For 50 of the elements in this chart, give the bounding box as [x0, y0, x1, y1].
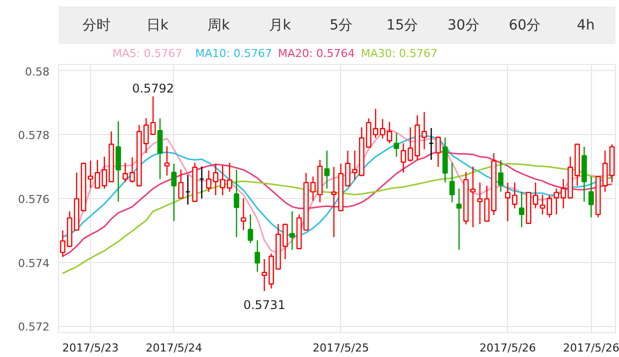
x-tick-label: 2017/5/26: [480, 342, 536, 354]
y-tick-label: 0.574: [18, 256, 50, 270]
x-tick-label: 2017/5/25: [312, 342, 370, 354]
text: 周k: [208, 18, 231, 34]
candlestick: [449, 162, 455, 203]
candlestick: [386, 121, 392, 144]
candlestick: [240, 198, 246, 231]
candlestick: [178, 168, 184, 199]
text: 4h: [576, 18, 595, 34]
candlestick: [470, 166, 476, 228]
candlestick: [164, 146, 170, 176]
text: MA5: 0.5767: [112, 47, 182, 60]
text: 60分: [508, 18, 541, 34]
x-tick-label: 2017/5/26: [562, 342, 619, 354]
annotation: 0.5792: [132, 81, 174, 96]
candlestick: [588, 176, 594, 218]
text: MA10: 0.5767: [195, 47, 272, 60]
text: MA30: 0.5767: [360, 47, 438, 60]
candlestick: [498, 160, 504, 192]
text: 30分: [448, 18, 480, 34]
candlestick: [234, 169, 240, 238]
y-tick-label: 0.58: [25, 65, 50, 78]
candlestick: [88, 160, 94, 189]
candlestick: [171, 163, 177, 222]
text: 分时: [82, 18, 110, 34]
text: 5分: [330, 18, 353, 34]
candlestick: [324, 150, 330, 190]
candlestick: [116, 120, 121, 202]
candlestick: [435, 136, 441, 168]
text: 日k: [146, 18, 170, 34]
text: 15分: [386, 18, 418, 34]
y-tick-label: 0.572: [18, 320, 50, 334]
annotation: 0.5731: [243, 298, 286, 312]
text: 月k: [268, 18, 292, 34]
candlestick: [540, 194, 546, 216]
text: MA20: 0.5764: [278, 47, 355, 60]
line-series: [62, 162, 613, 274]
x-tick-label: 2017/5/24: [146, 342, 202, 354]
candlestick: [518, 191, 524, 228]
candlestick: [456, 188, 462, 250]
candlestick: [546, 194, 552, 218]
candlestick: [157, 118, 163, 180]
y-tick-label: 0.576: [18, 193, 50, 206]
candlestick: [289, 210, 295, 250]
candlestick: [254, 240, 260, 272]
candlestick: [248, 214, 254, 244]
candlestick: [310, 176, 316, 202]
candlestick: [394, 132, 400, 158]
y-tick-label: 0.578: [18, 129, 50, 142]
x-tick-label: 2017/5/23: [62, 342, 119, 354]
